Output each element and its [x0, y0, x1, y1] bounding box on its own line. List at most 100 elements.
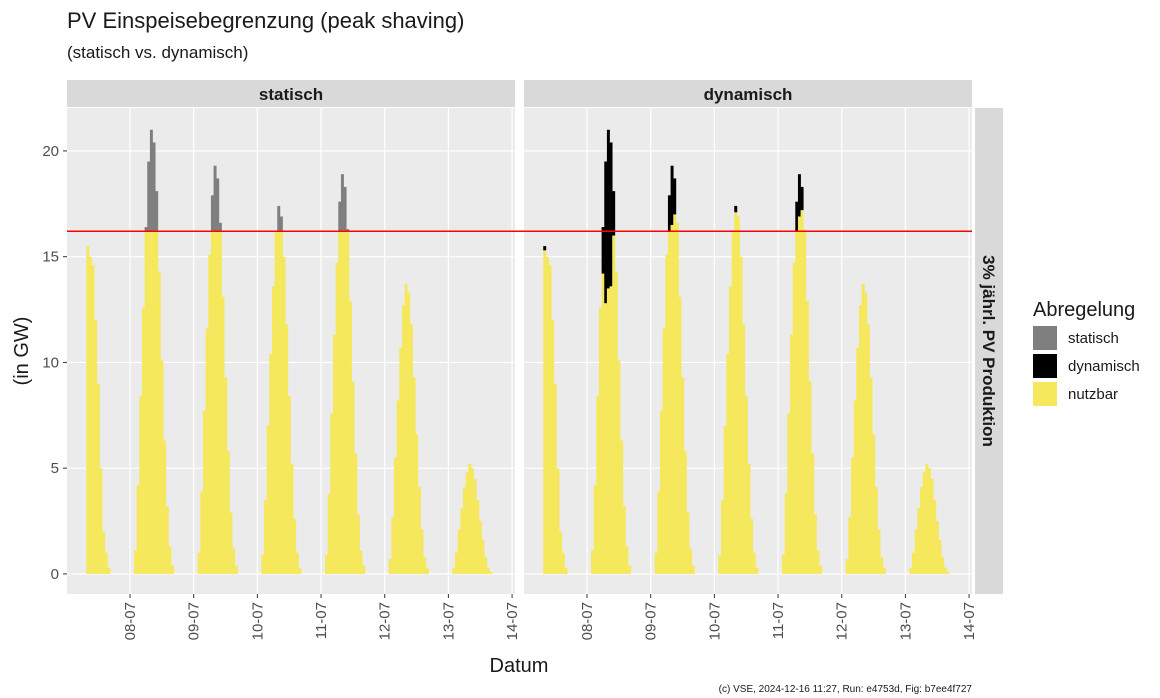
bar: [612, 191, 616, 236]
bar: [465, 472, 469, 574]
bar: [335, 263, 339, 574]
bar: [279, 231, 283, 574]
bar: [224, 377, 228, 574]
bar: [909, 567, 913, 574]
bar: [625, 546, 629, 574]
bar: [99, 468, 103, 574]
bar: [171, 565, 175, 574]
bar: [484, 556, 488, 574]
y-tick-label: 10: [42, 354, 59, 371]
bar: [354, 453, 358, 574]
bar: [481, 540, 485, 574]
bar: [943, 567, 947, 574]
bar: [160, 360, 164, 574]
bar: [86, 246, 90, 574]
bar: [470, 468, 474, 574]
bar: [628, 565, 632, 574]
bar: [946, 571, 950, 574]
bar: [726, 353, 730, 574]
bar: [787, 413, 791, 574]
bar: [407, 292, 411, 574]
bar: [681, 377, 685, 574]
x-tick-label: 08-07: [122, 602, 139, 640]
bar: [208, 254, 212, 574]
bar: [935, 521, 939, 574]
bar: [718, 554, 722, 574]
bar: [930, 478, 934, 574]
row-strip: [975, 108, 1003, 594]
legend-key: [1033, 326, 1057, 350]
bar: [163, 440, 167, 574]
bar: [872, 434, 876, 574]
bar: [667, 195, 671, 232]
bar: [882, 567, 886, 574]
bar: [925, 463, 929, 574]
bar: [919, 487, 923, 574]
legend-label: nutzbar: [1068, 386, 1118, 403]
bar: [155, 191, 159, 232]
bar: [874, 487, 878, 574]
bar: [556, 468, 560, 574]
y-tick-label: 5: [51, 460, 59, 477]
bar: [800, 186, 804, 211]
bar: [216, 231, 220, 574]
strip-label: statisch: [259, 85, 323, 104]
bar: [545, 256, 549, 574]
bar: [269, 353, 273, 574]
bar: [282, 256, 286, 574]
bar: [675, 222, 679, 574]
bar: [564, 567, 568, 574]
legend-label: dynamisch: [1068, 358, 1140, 375]
bar: [478, 521, 482, 574]
bar: [811, 453, 815, 574]
bar: [601, 273, 605, 574]
bar: [601, 227, 605, 274]
bar: [604, 303, 608, 574]
bar: [617, 360, 621, 574]
bar: [468, 463, 472, 574]
bar: [670, 165, 674, 225]
bar: [394, 457, 397, 574]
bar: [673, 178, 677, 215]
bar: [938, 540, 942, 574]
bar: [102, 531, 106, 574]
bar: [147, 231, 151, 574]
bar: [927, 468, 931, 574]
bar: [216, 178, 220, 232]
bar: [452, 567, 456, 574]
bar: [396, 400, 400, 574]
bar: [149, 231, 153, 574]
bar: [404, 284, 408, 574]
bar: [152, 142, 156, 232]
bar: [486, 567, 490, 574]
bar: [144, 227, 148, 232]
row-strip-label: 3% jährl. PV Produktion: [979, 255, 998, 447]
bar: [667, 231, 671, 574]
bar: [457, 529, 461, 574]
bar: [561, 552, 565, 574]
bar: [356, 514, 360, 574]
bar: [866, 324, 870, 574]
bar: [800, 210, 804, 574]
legend-title: Abregelung: [1033, 299, 1135, 321]
bar: [543, 250, 547, 574]
bar: [420, 529, 424, 574]
bar: [548, 265, 552, 574]
bar: [155, 231, 159, 574]
bar: [218, 222, 222, 232]
bar: [795, 231, 799, 574]
x-tick-label: 09-07: [186, 602, 203, 640]
bar: [391, 516, 395, 574]
bar: [736, 216, 740, 574]
bar: [473, 478, 477, 574]
bar: [200, 491, 204, 574]
strip: [67, 80, 515, 107]
bar: [346, 229, 350, 232]
bar: [606, 129, 610, 289]
bar: [673, 214, 677, 574]
bar: [551, 320, 555, 574]
bar: [805, 301, 809, 574]
x-tick-label: 13-07: [440, 602, 457, 640]
bar: [789, 334, 793, 574]
bar: [858, 305, 862, 574]
